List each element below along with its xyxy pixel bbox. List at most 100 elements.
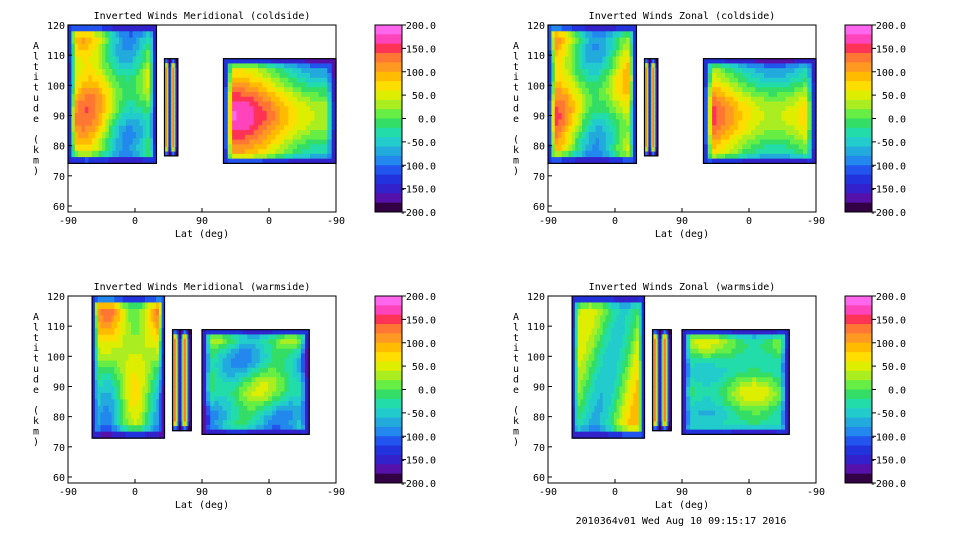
- contour-cell: [240, 68, 246, 74]
- contour-cell: [314, 77, 320, 84]
- contour-cell: [551, 106, 556, 114]
- contour-cell: [554, 106, 559, 114]
- contour-cell: [108, 87, 113, 95]
- contour-cell: [100, 399, 104, 407]
- contour-cell: [179, 370, 181, 377]
- contour-cell: [725, 153, 731, 160]
- contour-cell: [565, 150, 570, 158]
- contour-cell: [185, 384, 187, 390]
- contour-cell: [114, 418, 118, 426]
- contour-cell: [626, 62, 631, 70]
- contour-cell: [249, 149, 255, 155]
- contour-cell: [565, 138, 570, 146]
- contour-cell: [712, 101, 718, 107]
- contour-cell: [807, 134, 813, 141]
- contour-cell: [629, 131, 634, 139]
- contour-cell: [106, 341, 110, 349]
- contour-cell: [772, 139, 778, 145]
- contour-cell: [100, 334, 104, 342]
- contour-cell: [803, 63, 808, 69]
- contour-cell: [738, 153, 743, 160]
- contour-cell: [179, 380, 181, 386]
- contour-cell: [234, 348, 240, 355]
- contour-cell: [755, 87, 761, 93]
- contour-cell: [146, 62, 151, 70]
- contour-cell: [91, 157, 96, 164]
- contour-cell: [136, 87, 141, 95]
- contour-cell: [777, 72, 782, 79]
- contour-cell: [725, 77, 731, 84]
- contour-cell: [129, 125, 134, 133]
- contour-cell: [733, 144, 739, 150]
- contour-cell: [111, 373, 115, 381]
- contour-cell: [305, 149, 311, 155]
- contour-cell: [150, 347, 154, 355]
- contour-cell: [239, 362, 244, 369]
- contour-cell: [258, 96, 263, 103]
- contour-cell: [318, 91, 324, 98]
- contour-cell: [226, 386, 232, 393]
- contour-cell: [622, 125, 627, 133]
- contour-cell: [81, 119, 86, 127]
- contour-cell: [108, 302, 113, 310]
- contour-cell: [232, 134, 238, 141]
- y-axis-label-char: t: [33, 62, 39, 73]
- contour-cell: [548, 37, 552, 45]
- contour-cell: [301, 149, 307, 155]
- contour-cell: [568, 37, 573, 45]
- contour-cell: [742, 125, 748, 131]
- contour-cell: [142, 412, 146, 420]
- contour-cell: [106, 302, 110, 310]
- contour-cell: [279, 134, 285, 141]
- contour-cell: [71, 106, 76, 114]
- contour-cell: [798, 77, 804, 84]
- contour-cell: [258, 134, 263, 141]
- contour-cell: [759, 115, 765, 122]
- contour-cell: [180, 366, 182, 372]
- contour-cell: [125, 25, 130, 32]
- contour-cell: [811, 120, 817, 126]
- contour-cell: [612, 87, 617, 95]
- contour-cell: [284, 153, 289, 160]
- contour-cell: [558, 56, 563, 64]
- colorbar-tick-label: -200.0: [870, 208, 906, 219]
- contour-cell: [279, 58, 285, 65]
- contour-cell: [181, 403, 183, 409]
- contour-cell: [790, 101, 795, 107]
- contour-cell: [310, 144, 315, 150]
- contour-cell: [136, 94, 141, 102]
- contour-cell: [185, 389, 187, 395]
- contour-cell: [271, 91, 276, 98]
- contour-cell: [602, 43, 607, 51]
- contour-cell: [733, 58, 739, 65]
- contour-cell: [703, 144, 709, 150]
- contour-cell: [582, 94, 587, 102]
- contour-cell: [707, 101, 713, 107]
- contour-cell: [218, 353, 224, 359]
- contour-cell: [117, 321, 121, 329]
- contour-cell: [179, 393, 181, 400]
- contour-cell: [214, 372, 220, 378]
- contour-cell: [103, 360, 107, 368]
- contour-cell: [612, 157, 617, 164]
- contour-cell: [179, 398, 181, 404]
- contour-cell: [626, 125, 631, 133]
- contour-cell: [181, 357, 184, 363]
- contour-cell: [798, 82, 804, 88]
- contour-cell: [105, 157, 110, 164]
- contour-cell: [236, 91, 242, 98]
- contour-cell: [279, 96, 285, 103]
- contour-cell: [318, 130, 324, 136]
- contour-cell: [751, 77, 756, 84]
- contour-cell: [178, 416, 180, 423]
- contour-cell: [188, 366, 190, 372]
- colorbar-segment: [375, 146, 402, 157]
- contour-cell: [112, 106, 117, 114]
- contour-cell: [129, 31, 134, 39]
- contour-cell: [71, 113, 76, 120]
- contour-cell: [115, 25, 120, 32]
- contour-cell: [189, 416, 191, 423]
- contour-cell: [153, 100, 158, 108]
- contour-cell: [318, 139, 324, 145]
